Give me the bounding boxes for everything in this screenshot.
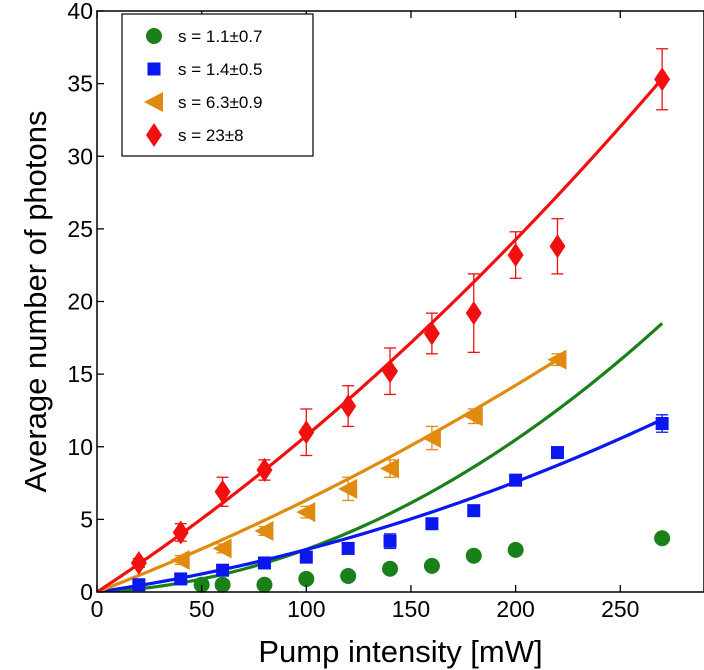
y-tick-label: 30	[67, 143, 93, 169]
x-tick-label: 250	[601, 596, 639, 622]
legend-marker	[146, 28, 162, 44]
data-point	[214, 576, 231, 593]
data-point	[547, 349, 567, 370]
y-tick-label: 35	[67, 71, 93, 97]
data-point	[509, 473, 523, 487]
x-tick-label: 200	[496, 596, 534, 622]
data-point	[256, 457, 273, 482]
legend-label: s = 1.1±0.7	[178, 27, 262, 46]
data-point	[174, 572, 188, 586]
data-point	[212, 538, 232, 559]
data-point	[654, 67, 671, 92]
data-point	[256, 576, 273, 593]
x-tick-label: 50	[189, 596, 215, 622]
data-point	[193, 576, 210, 593]
legend-label: s = 6.3±0.9	[178, 93, 262, 112]
data-point	[132, 578, 146, 592]
data-point	[299, 550, 313, 564]
data-point	[423, 321, 440, 346]
y-tick-label: 0	[80, 579, 93, 605]
y-tick-label: 10	[67, 434, 93, 460]
data-point	[340, 394, 357, 419]
y-axis-title: Average number of photons	[18, 110, 53, 492]
data-point	[382, 359, 399, 384]
data-point	[425, 517, 439, 531]
data-point	[467, 504, 481, 518]
data-point	[254, 520, 274, 541]
data-point	[214, 479, 231, 504]
legend-marker	[147, 62, 161, 76]
data-point	[298, 420, 315, 445]
data-point	[463, 406, 483, 427]
data-point	[298, 570, 315, 587]
x-tick-label: 150	[392, 596, 430, 622]
tick-labels: 0 50 100 150 200 250 0 5 10 15 20 25 30 35 40	[67, 0, 639, 622]
x-axis-title: Pump intensity [mW]	[258, 634, 542, 669]
data-point	[465, 301, 482, 326]
data-point	[338, 478, 358, 499]
legend-marker	[146, 123, 162, 147]
data-point	[550, 446, 564, 460]
y-tick-label: 20	[67, 289, 93, 315]
x-tick-label: 0	[91, 596, 104, 622]
data-point	[383, 534, 397, 548]
data-point	[507, 541, 524, 558]
legend: s = 1.1±0.7 s = 1.4±0.5 s = 6.3±0.9 s = 23±…	[121, 13, 314, 157]
data-point	[549, 234, 566, 259]
data-point	[216, 563, 230, 577]
fit-line-series-1	[97, 418, 663, 592]
legend-label: s = 1.4±0.5	[178, 60, 262, 79]
markers	[130, 67, 671, 593]
data-point	[257, 556, 271, 570]
x-tick-label: 100	[287, 596, 325, 622]
y-tick-label: 40	[67, 0, 93, 24]
y-tick-label: 25	[67, 216, 93, 242]
y-tick-label: 15	[67, 361, 93, 387]
data-point	[340, 568, 357, 585]
data-point	[465, 547, 482, 564]
legend-label: s = 23±8	[178, 126, 244, 145]
data-point	[507, 243, 524, 268]
data-point	[421, 428, 441, 449]
data-point	[170, 550, 190, 571]
fit-line-series-2	[97, 358, 559, 592]
data-point	[423, 557, 440, 574]
fit-line-series-3	[97, 77, 664, 592]
data-point	[655, 417, 669, 431]
data-point	[172, 520, 189, 545]
legend-marker	[144, 92, 163, 112]
data-point	[341, 541, 355, 555]
y-tick-label: 5	[80, 506, 93, 532]
data-point	[380, 458, 400, 479]
data-point	[130, 550, 147, 575]
data-point	[382, 560, 399, 577]
data-point	[654, 530, 671, 547]
fit-line-series-0	[97, 322, 664, 592]
data-point	[296, 502, 316, 523]
